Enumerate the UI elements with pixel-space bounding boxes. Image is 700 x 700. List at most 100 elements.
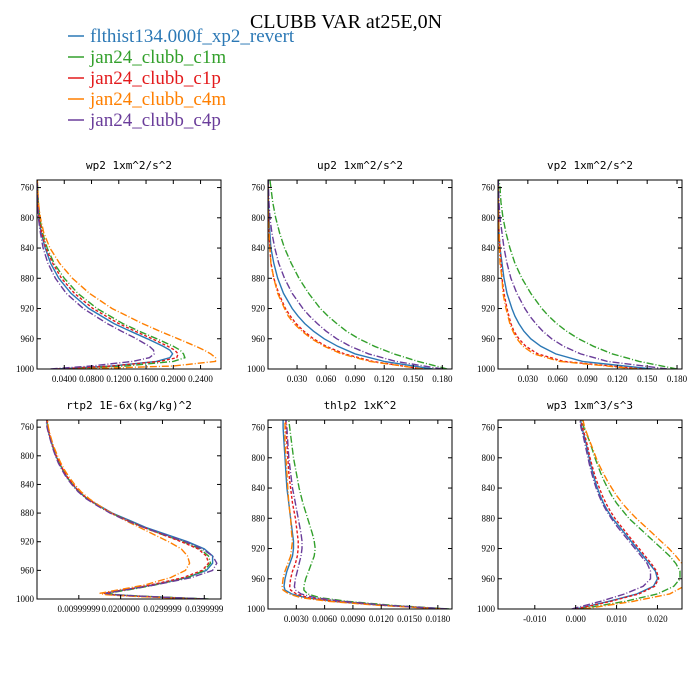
figure-title: CLUBB VAR at25E,0N	[250, 11, 442, 33]
x-tick-label: 0.00999999	[57, 604, 100, 614]
x-tick-label: 0.000	[566, 614, 587, 624]
y-tick-label: 800	[21, 213, 35, 223]
panel-title: thlp2 1xK^2	[324, 399, 397, 412]
series-line	[37, 180, 179, 369]
legend-label: flthist134.000f_xp2_revert	[90, 26, 295, 47]
y-tick-label: 840	[482, 483, 496, 493]
x-tick-label: 0.0060	[312, 614, 337, 624]
x-tick-label: 0.090	[345, 374, 366, 384]
legend-entry: jan24_clubb_c4p	[68, 110, 221, 131]
x-tick-label: 0.150	[403, 374, 424, 384]
y-tick-label: 840	[482, 243, 496, 253]
y-tick-label: 880	[252, 273, 266, 283]
legend-entry: jan24_clubb_c4m	[68, 89, 226, 110]
series-line	[498, 180, 678, 369]
x-tick-label: 0.0090	[341, 614, 366, 624]
x-tick-label: 0.060	[548, 374, 569, 384]
plot-frame	[267, 179, 453, 370]
y-tick-label: 1000	[477, 364, 496, 374]
panel-title: rtp2 1E-6x(kg/kg)^2	[66, 399, 192, 412]
series-line	[571, 420, 652, 609]
series-line	[46, 420, 210, 599]
series-line	[498, 180, 638, 369]
x-tick-label: 0.020	[647, 614, 668, 624]
series-line	[282, 420, 448, 609]
x-tick-label: 0.120	[374, 374, 395, 384]
y-tick-label: 840	[21, 479, 35, 489]
x-tick-label: 0.030	[518, 374, 539, 384]
x-tick-label: 0.0200000	[102, 604, 141, 614]
plot-frame	[267, 419, 453, 610]
series-line	[269, 180, 448, 369]
y-tick-label: 1000	[247, 364, 266, 374]
legend-entry: jan24_clubb_c1m	[68, 47, 226, 68]
plot-frame	[36, 179, 222, 370]
x-tick-label: 0.120	[607, 374, 628, 384]
x-tick-label: 0.090	[577, 374, 598, 384]
panels: wp2 1xm^2/s^2 760 800 840 880 920 960 1000 0.040…	[16, 159, 688, 624]
y-tick-label: 880	[482, 513, 496, 523]
series-line	[285, 420, 446, 609]
y-tick-label: 920	[482, 544, 496, 554]
x-tick-label: 0.0150	[397, 614, 422, 624]
x-tick-label: 0.2000	[161, 374, 186, 384]
y-tick-label: 960	[482, 334, 496, 344]
chart-panel: vp2 1xm^2/s^2 760 800 840 880 920 960 1000 0.030…	[477, 159, 688, 384]
y-tick-label: 1000	[247, 604, 266, 614]
series-line	[498, 180, 668, 369]
y-tick-label: 800	[482, 453, 496, 463]
y-tick-label: 800	[252, 453, 266, 463]
legend-entry: jan24_clubb_c1p	[68, 68, 221, 89]
y-tick-label: 880	[482, 273, 496, 283]
plot-frame	[497, 419, 683, 610]
y-tick-label: 920	[482, 304, 496, 314]
x-tick-label: 0.2400	[188, 374, 213, 384]
y-tick-label: 760	[482, 183, 496, 193]
y-tick-label: 960	[21, 334, 35, 344]
chart-panel: wp3 1xm^3/s^3 760 800 840 880 920 960 1000 -0.01…	[477, 399, 683, 624]
series-group	[37, 180, 217, 369]
series-group	[45, 420, 218, 599]
y-tick-label: 960	[482, 574, 496, 584]
x-tick-label: 0.0180	[425, 614, 450, 624]
chart-panel: rtp2 1E-6x(kg/kg)^2 760 800 840 880 920 960 100…	[16, 399, 224, 614]
x-tick-label: 0.150	[637, 374, 658, 384]
y-tick-label: 920	[252, 304, 266, 314]
series-line	[45, 420, 218, 599]
y-tick-label: 760	[252, 183, 266, 193]
series-line	[575, 420, 660, 609]
y-tick-label: 760	[21, 183, 35, 193]
x-tick-label: 0.0800	[79, 374, 104, 384]
series-group	[571, 420, 682, 609]
series-line	[575, 420, 659, 609]
legend-entry: flthist134.000f_xp2_revert	[68, 26, 295, 47]
x-tick-label: 0.010	[606, 614, 627, 624]
x-tick-label: 0.180	[432, 374, 453, 384]
series-line	[281, 420, 443, 609]
panel-title: wp2 1xm^2/s^2	[86, 159, 172, 172]
y-tick-label: 880	[21, 508, 35, 518]
x-tick-label: 0.030	[287, 374, 308, 384]
chart-panel: up2 1xm^2/s^2 760 800 840 880 920 960 1000 0.030…	[247, 159, 453, 384]
series-line	[285, 420, 448, 609]
y-tick-label: 920	[21, 537, 35, 547]
y-tick-label: 760	[21, 422, 35, 432]
y-tick-label: 880	[21, 273, 35, 283]
legend: flthist134.000f_xp2_revertjan24_clubb_c1…	[68, 26, 295, 131]
y-tick-label: 800	[21, 451, 35, 461]
series-line	[37, 180, 217, 369]
x-tick-label: 0.060	[316, 374, 337, 384]
legend-label: jan24_clubb_c4p	[89, 110, 221, 131]
y-tick-label: 920	[21, 304, 35, 314]
y-tick-label: 960	[252, 334, 266, 344]
y-tick-label: 760	[252, 423, 266, 433]
x-tick-label: 0.1200	[106, 374, 131, 384]
x-tick-label: 0.0030	[284, 614, 309, 624]
series-line	[579, 420, 681, 609]
x-tick-label: 0.180	[667, 374, 688, 384]
series-line	[37, 180, 155, 369]
y-tick-label: 800	[252, 213, 266, 223]
x-tick-label: 0.0120	[369, 614, 394, 624]
